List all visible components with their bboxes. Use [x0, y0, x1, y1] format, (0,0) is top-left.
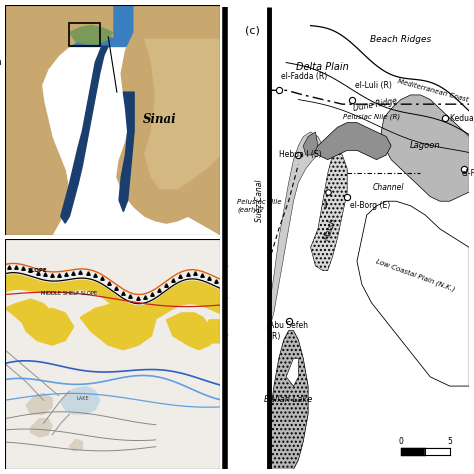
Polygon shape — [119, 92, 134, 212]
Text: II: II — [323, 201, 328, 210]
Polygon shape — [22, 309, 74, 345]
Polygon shape — [31, 419, 52, 437]
Text: Lagoon: Lagoon — [410, 141, 441, 150]
Polygon shape — [61, 46, 108, 223]
Polygon shape — [313, 123, 391, 160]
Polygon shape — [61, 386, 100, 414]
Text: Marsh: Marsh — [322, 217, 338, 241]
Text: MIDDLE SHELF SLOPE: MIDDLE SHELF SLOPE — [41, 291, 98, 296]
Bar — [69, 23, 100, 46]
Text: el-Borg (E): el-Borg (E) — [350, 201, 390, 210]
Text: LAKE: LAKE — [76, 396, 89, 401]
Text: Beach Ridges: Beach Ridges — [370, 35, 431, 44]
Text: Low Coastal Plain (N.K.): Low Coastal Plain (N.K.) — [375, 258, 456, 292]
Polygon shape — [5, 5, 113, 235]
Text: el-Fadda (R): el-Fadda (R) — [281, 72, 328, 81]
Text: Sinai: Sinai — [143, 113, 177, 126]
Text: 30°: 30° — [223, 334, 230, 338]
Text: Delta Plain: Delta Plain — [296, 62, 349, 72]
Polygon shape — [382, 95, 469, 201]
Text: Kedua (: Kedua ( — [450, 114, 474, 122]
Text: el-Luli (R): el-Luli (R) — [355, 82, 392, 91]
Text: Pelusiac Nile
(early)?: Pelusiac Nile (early)? — [237, 199, 282, 212]
Text: Channel: Channel — [373, 183, 404, 191]
Text: Suez Canal: Suez Canal — [255, 180, 264, 222]
Text: Abu Sefeh
(R): Abu Sefeh (R) — [269, 321, 308, 341]
Text: Hebua I (E): Hebua I (E) — [279, 150, 321, 159]
Polygon shape — [5, 275, 220, 322]
Text: (c): (c) — [245, 26, 260, 36]
Polygon shape — [269, 132, 323, 331]
Text: 0: 0 — [399, 437, 403, 446]
Text: Dune Ridge: Dune Ridge — [352, 97, 398, 113]
Polygon shape — [269, 331, 308, 469]
Polygon shape — [117, 5, 220, 235]
Text: Red
Sea: Red Sea — [76, 188, 97, 208]
Text: Mediterranean Coast: Mediterranean Coast — [396, 78, 469, 103]
Polygon shape — [80, 304, 155, 350]
Text: Pelusiac Nile (R): Pelusiac Nile (R) — [343, 113, 400, 120]
Polygon shape — [27, 393, 52, 414]
Text: a: a — [0, 57, 1, 67]
Polygon shape — [286, 358, 299, 386]
Text: 31°: 31° — [223, 297, 230, 301]
Polygon shape — [145, 39, 220, 189]
Text: Ballah Lake: Ballah Lake — [264, 395, 313, 404]
Polygon shape — [303, 132, 318, 155]
Text: 5: 5 — [447, 437, 452, 446]
Polygon shape — [199, 320, 220, 343]
Text: 32°: 32° — [223, 265, 230, 269]
Bar — [5, 5, 220, 46]
Polygon shape — [5, 299, 52, 327]
Polygon shape — [69, 439, 82, 451]
Polygon shape — [166, 313, 216, 350]
Polygon shape — [310, 146, 347, 271]
Polygon shape — [69, 26, 113, 44]
Text: SLOPE: SLOPE — [27, 267, 47, 273]
Text: el-F: el-F — [462, 169, 474, 178]
